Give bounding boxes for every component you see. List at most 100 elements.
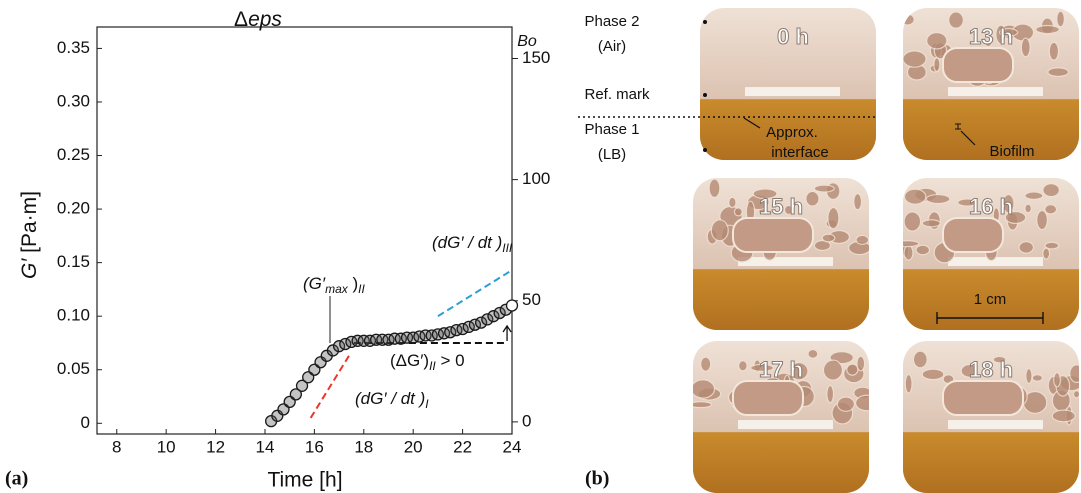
droplet bbox=[992, 355, 1007, 364]
droplet bbox=[903, 240, 920, 248]
y-tick-label: 0.25 bbox=[57, 145, 90, 164]
ann-part: I bbox=[425, 397, 429, 411]
droplet bbox=[1042, 247, 1051, 260]
droplet bbox=[789, 361, 809, 381]
photo-frame bbox=[700, 8, 876, 160]
panel-label: (b) bbox=[585, 468, 609, 490]
y2-tick-label: 150 bbox=[522, 48, 550, 67]
droplet bbox=[821, 233, 836, 243]
ann-part: (dG′ / dt ) bbox=[355, 389, 425, 408]
droplet bbox=[853, 192, 863, 211]
x-tick-label: 12 bbox=[206, 437, 225, 456]
droplet bbox=[846, 363, 859, 376]
droplet bbox=[750, 363, 775, 372]
liquid-phase bbox=[903, 269, 1079, 330]
droplet bbox=[827, 206, 840, 230]
data-point bbox=[487, 310, 500, 323]
x-tick-label: 18 bbox=[354, 437, 373, 456]
data-point bbox=[474, 316, 488, 329]
droplet bbox=[912, 350, 928, 369]
ref-mark bbox=[948, 420, 1043, 430]
liquid-phase bbox=[700, 99, 876, 160]
droplet bbox=[921, 219, 941, 228]
photo-frame bbox=[903, 8, 1079, 160]
data-point bbox=[388, 332, 401, 345]
phase-label: (Air) bbox=[598, 38, 626, 55]
arrow bbox=[502, 324, 512, 341]
data-point bbox=[400, 331, 414, 344]
biofilm-mark bbox=[955, 123, 961, 130]
pointer-dot bbox=[703, 93, 707, 97]
droplet bbox=[693, 379, 716, 399]
droplet bbox=[926, 31, 948, 50]
liquid-phase bbox=[903, 432, 1079, 493]
guide-line bbox=[309, 355, 350, 419]
droplet bbox=[903, 13, 915, 26]
droplet bbox=[903, 211, 922, 232]
ann-part: ) bbox=[348, 274, 358, 293]
droplet bbox=[836, 396, 856, 412]
droplet bbox=[933, 57, 941, 73]
x-tick-label: 8 bbox=[112, 437, 121, 456]
data-point bbox=[326, 344, 340, 357]
droplet bbox=[948, 11, 965, 29]
droplet bbox=[1051, 409, 1076, 423]
photo-note: Approx. bbox=[766, 124, 818, 141]
photo-panel: 0 h 13 h 15 h 16 h 17 h 18 h bbox=[693, 8, 1079, 493]
phase-label: Phase 2 bbox=[584, 13, 639, 30]
droplet bbox=[855, 234, 869, 245]
droplet bbox=[903, 244, 914, 261]
droplet bbox=[925, 193, 951, 205]
droplet bbox=[1024, 203, 1032, 214]
arrow bbox=[743, 117, 761, 129]
data-point bbox=[357, 334, 370, 347]
droplet bbox=[1024, 191, 1044, 201]
droplet bbox=[1056, 10, 1066, 28]
y-tick-label: 0.15 bbox=[57, 252, 90, 271]
ref-mark bbox=[738, 257, 833, 267]
y2-tick-label: 50 bbox=[522, 290, 541, 309]
phase-label: Phase 1 bbox=[584, 121, 639, 138]
droplet bbox=[903, 188, 927, 205]
y-tick-label: 0.35 bbox=[57, 38, 90, 57]
scale-bar bbox=[936, 312, 1044, 324]
frame-label: 18 h bbox=[969, 357, 1013, 382]
droplet bbox=[998, 27, 1019, 37]
x-tick-label: 20 bbox=[404, 437, 423, 456]
pointer-dot bbox=[703, 20, 707, 24]
droplet bbox=[1044, 204, 1058, 215]
droplet bbox=[1053, 372, 1061, 388]
droplet bbox=[1072, 390, 1079, 399]
y-tick-label: 0.30 bbox=[57, 91, 90, 110]
droplet bbox=[733, 207, 743, 217]
droplet bbox=[700, 356, 712, 372]
photo-note: 1 cm bbox=[974, 291, 1007, 308]
data-point bbox=[493, 306, 506, 320]
droplet bbox=[1048, 41, 1060, 61]
droplet bbox=[737, 360, 748, 372]
photo-frame bbox=[903, 341, 1079, 493]
photo-frame bbox=[693, 341, 869, 493]
annotation: (dG′ / dt )III bbox=[432, 233, 513, 255]
annotation: (ΔG′)II > 0 bbox=[390, 351, 465, 373]
droplet bbox=[1069, 364, 1079, 384]
data-point bbox=[295, 379, 309, 392]
droplet bbox=[942, 47, 1014, 83]
y-title-part: G′ bbox=[18, 258, 41, 279]
data-point bbox=[369, 333, 383, 346]
panel-label: (a) bbox=[5, 468, 28, 490]
data-point bbox=[481, 313, 494, 326]
data-point bbox=[419, 329, 432, 342]
x-axis-title: Time [h] bbox=[267, 469, 342, 492]
ref-mark bbox=[738, 420, 833, 430]
data-point bbox=[505, 299, 519, 312]
y-title-part: [Pa·m] bbox=[18, 191, 41, 259]
frame-label: 0 h bbox=[777, 24, 809, 49]
photo-note: Biofilm bbox=[989, 143, 1034, 160]
frame-label: 16 h bbox=[969, 194, 1013, 219]
y-axis-title: G′ [Pa·m] bbox=[18, 191, 41, 279]
droplet bbox=[805, 190, 820, 207]
droplet bbox=[903, 50, 927, 68]
x-tick-label: 22 bbox=[453, 437, 472, 456]
